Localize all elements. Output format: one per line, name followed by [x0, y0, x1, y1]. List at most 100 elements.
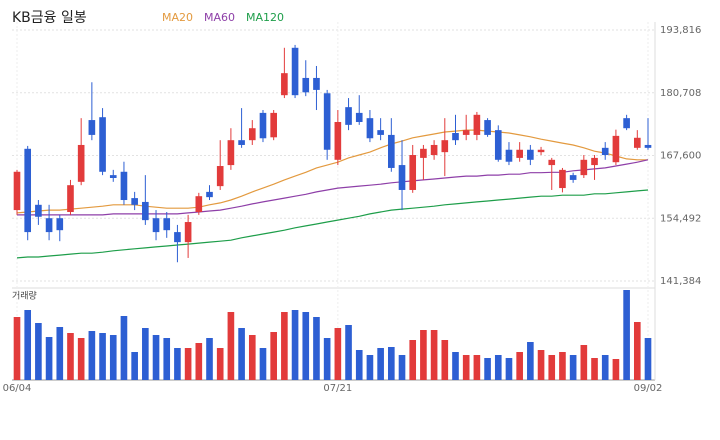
candle-body: [152, 218, 160, 233]
legend-label: MA20: [162, 11, 193, 24]
candle-body: [67, 185, 74, 212]
volume-bar: [302, 312, 310, 380]
volume-bar: [548, 355, 556, 380]
volume-bar: [99, 333, 106, 380]
candle-body: [109, 175, 117, 178]
candle-body: [430, 144, 438, 156]
x-tick-label: 09/02: [634, 383, 663, 394]
candle-body: [45, 218, 53, 233]
candle-body: [291, 47, 299, 96]
candle-body: [281, 73, 288, 96]
candle-body: [77, 144, 85, 182]
candle-body: [13, 171, 21, 211]
volume-bar: [505, 358, 513, 380]
candle-body: [644, 144, 652, 148]
volume-bar: [355, 350, 363, 380]
volume-bar: [644, 338, 652, 380]
volume-bar: [77, 338, 85, 380]
candle-body: [420, 148, 427, 158]
candle-body: [323, 93, 331, 150]
volume-bar: [591, 358, 598, 380]
volume-bar: [601, 355, 609, 380]
candle-body: [131, 198, 138, 205]
volume-bar: [248, 335, 256, 380]
volume-bar: [120, 316, 128, 380]
volume-bar: [24, 310, 32, 380]
volume-bar: [259, 348, 267, 380]
y-tick-label: 167,600: [660, 151, 701, 162]
volume-bar: [216, 348, 224, 380]
candle-body: [142, 201, 149, 221]
volume-bar: [473, 355, 481, 380]
volume-bar: [206, 338, 213, 380]
ma-line: [16, 189, 649, 259]
volume-bar: [430, 330, 438, 380]
candle-body: [516, 149, 523, 158]
candle-body: [633, 137, 641, 148]
volume-bar: [323, 338, 331, 380]
candle-body: [88, 120, 96, 135]
candle-body: [548, 159, 556, 166]
volume-bar: [420, 330, 427, 380]
candle-body: [409, 155, 417, 190]
volume-bar: [184, 348, 192, 380]
candle-body: [366, 118, 374, 139]
volume-bar: [580, 345, 588, 380]
volume-bar: [345, 325, 352, 380]
volume-bar: [281, 312, 288, 380]
volume-bar: [291, 310, 299, 380]
candle-body: [355, 112, 363, 122]
candle-body: [259, 112, 267, 139]
volume-bar: [527, 342, 534, 380]
volume-bar: [227, 312, 235, 380]
volume-bar: [88, 331, 96, 380]
volume-bar: [612, 359, 620, 380]
volume-bar: [569, 355, 577, 380]
candle-body: [580, 159, 588, 176]
volume-bar: [131, 352, 138, 380]
volume-bar: [623, 290, 630, 380]
volume-bar: [152, 335, 160, 380]
volume-bar: [398, 355, 406, 380]
candle-body: [195, 196, 203, 212]
candle-body: [505, 149, 513, 162]
volume-bar: [142, 328, 149, 380]
candle-body: [120, 171, 128, 201]
volume-bar: [270, 332, 277, 380]
volume-bar: [35, 323, 42, 380]
candle-body: [462, 130, 470, 135]
candle-body: [473, 114, 481, 135]
volume-bar: [633, 322, 641, 380]
candle-body: [99, 117, 106, 172]
candle-body: [345, 107, 352, 125]
candle-body: [569, 175, 577, 180]
volume-bar: [452, 352, 459, 380]
volume-bar: [163, 338, 171, 380]
legend-label: MA60: [204, 11, 235, 24]
volume-bar: [462, 355, 470, 380]
candle-body: [56, 218, 64, 231]
candle-body: [163, 218, 171, 231]
volume-bar: [537, 350, 545, 380]
volume-bar: [195, 343, 203, 380]
candle-body: [227, 140, 235, 166]
ma-line: [16, 129, 648, 214]
volume-bar: [45, 337, 53, 380]
volume-bar: [67, 333, 74, 380]
candle-body: [24, 148, 32, 233]
volume-label: 거래량: [12, 290, 37, 302]
candle-body: [206, 191, 213, 198]
candle-body: [601, 147, 609, 156]
volume-bar: [484, 358, 491, 380]
candle-body: [334, 121, 342, 160]
candle-body: [591, 157, 598, 166]
candle-body: [248, 128, 256, 141]
volume-bar: [13, 317, 21, 380]
candle-body: [484, 120, 491, 135]
candle-body: [398, 165, 406, 190]
candle-body: [313, 77, 320, 90]
x-tick-label: 06/04: [3, 383, 32, 394]
y-tick-label: 141,384: [660, 276, 701, 287]
volume-bar: [377, 348, 384, 380]
